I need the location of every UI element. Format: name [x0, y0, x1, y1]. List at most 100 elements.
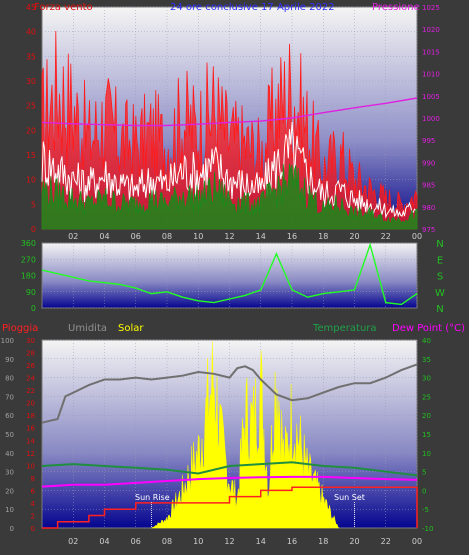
rain-tick-label: 20	[26, 400, 35, 408]
x-tick-label: 00	[412, 232, 422, 241]
temp-tick-label: 10	[422, 450, 431, 458]
series-dewpoint	[41, 475, 418, 488]
compass-label: S	[437, 272, 443, 283]
humidity-tick-label: 10	[5, 506, 14, 514]
humidity-tick-label: 50	[5, 431, 14, 439]
x-tick-label: 08	[162, 232, 172, 241]
x-tick-label: 04	[99, 232, 109, 241]
humidity-tick-label: 90	[5, 356, 14, 364]
x-tick-label: 16	[287, 232, 297, 241]
chart-title: 24 ore conclusive 17 Aprile 2022	[170, 2, 335, 13]
temp-tick-label: 15	[422, 431, 431, 439]
rain-tick-label: 6	[31, 487, 36, 495]
direction-tick-label: 360	[21, 239, 36, 248]
direction-tick-label: 270	[21, 255, 36, 264]
sunset-label: Sun Set	[334, 493, 365, 502]
x-tick-label: 06	[131, 232, 141, 241]
compass-label: N	[436, 304, 443, 315]
rain-tick-label: 4	[31, 500, 36, 508]
temp-tick-label: 40	[422, 337, 431, 345]
rain-tick-label: 26	[26, 362, 35, 370]
left-axis-label-wind: Forza vento	[34, 2, 93, 13]
x-tick-label-bottom: 18	[318, 537, 328, 546]
rain-tick-label: 0	[31, 525, 35, 533]
x-tick-label: 02	[68, 232, 78, 241]
temp-tick-label: 25	[422, 393, 431, 401]
pressure-tick-label: 1000	[422, 115, 440, 123]
label-solar: Solar	[118, 323, 144, 334]
temp-tick-label: 5	[422, 469, 426, 477]
rain-tick-label: 28	[26, 350, 35, 358]
series-pressure	[41, 97, 418, 127]
x-tick-label-bottom: 02	[68, 537, 78, 546]
chart-marks: 0510152025303540459759809859909951000100…	[1, 3, 445, 546]
x-tick-label-bottom: 10	[193, 537, 203, 546]
temp-tick-label: -10	[422, 525, 433, 533]
label-humidity: Umidita	[68, 323, 107, 334]
label-rain: Pioggia	[2, 323, 38, 334]
rain-tick-label: 2	[31, 512, 35, 520]
rain-tick-label: 16	[26, 425, 35, 433]
humidity-tick-label: 30	[5, 469, 14, 477]
x-tick-label-bottom: 16	[287, 537, 297, 546]
temp-tick-label: 0	[422, 487, 426, 495]
series-avg	[41, 163, 418, 230]
rain-tick-label: 8	[31, 475, 35, 483]
compass-label: E	[437, 255, 443, 266]
humidity-tick-label: 100	[1, 337, 14, 345]
rain-tick-label: 10	[26, 462, 35, 470]
humidity-tick-label: 40	[5, 450, 14, 458]
pressure-tick-label: 1015	[422, 48, 440, 56]
wind-tick-label: 10	[26, 176, 36, 185]
series-gust	[41, 121, 418, 219]
temp-tick-label: 20	[422, 412, 431, 420]
wind-tick-label: 45	[26, 3, 36, 12]
rain-tick-label: 18	[26, 412, 35, 420]
rain-tick-label: 24	[26, 375, 35, 383]
temp-tick-label: -5	[422, 506, 429, 514]
series-rain	[42, 486, 418, 529]
x-tick-label-bottom: 14	[256, 537, 266, 546]
humidity-tick-label: 80	[5, 375, 14, 383]
wind-tick-label: 20	[26, 126, 36, 135]
rain-tick-label: 12	[26, 450, 35, 458]
humidity-tick-label: 70	[5, 393, 14, 401]
x-tick-label-bottom: 06	[131, 537, 141, 546]
temp-tick-label: 35	[422, 356, 431, 364]
x-tick-label: 20	[349, 232, 359, 241]
pressure-tick-label: 1025	[422, 4, 440, 12]
sunrise-label: Sun Rise	[135, 493, 170, 502]
direction-tick-label: 0	[31, 304, 36, 313]
temp-tick-label: 30	[422, 375, 431, 383]
x-tick-label-bottom: 04	[99, 537, 109, 546]
pressure-tick-label: 985	[422, 182, 435, 190]
x-tick-label-bottom: 08	[162, 537, 172, 546]
series-wind	[41, 31, 418, 230]
x-tick-label-bottom: 12	[224, 537, 234, 546]
pressure-tick-label: 990	[422, 159, 435, 167]
rain-tick-label: 22	[26, 387, 35, 395]
label-temperature: Temperatura	[312, 323, 377, 334]
rain-tick-label: 30	[26, 337, 35, 345]
wind-tick-label: 5	[31, 200, 36, 209]
x-tick-label: 12	[224, 232, 234, 241]
series-direction	[41, 242, 418, 306]
x-tick-label-bottom: 22	[381, 537, 391, 546]
pressure-tick-label: 975	[422, 226, 435, 234]
label-dewpoint: Dew Point (°C)	[392, 323, 465, 334]
wind-tick-label: 35	[26, 52, 36, 61]
pressure-tick-label: 995	[422, 137, 435, 145]
pressure-tick-label: 1005	[422, 93, 440, 101]
x-tick-label: 22	[381, 232, 391, 241]
x-tick-label: 10	[193, 232, 203, 241]
series-temperature	[41, 461, 418, 477]
x-tick-label: 18	[318, 232, 328, 241]
series-humidity	[41, 363, 418, 424]
humidity-tick-label: 20	[5, 487, 14, 495]
x-tick-label-bottom: 00	[412, 537, 422, 546]
right-axis-label-pressure: Pressione	[372, 2, 420, 13]
pressure-tick-label: 1020	[422, 26, 440, 34]
pressure-tick-label: 1010	[422, 71, 440, 79]
